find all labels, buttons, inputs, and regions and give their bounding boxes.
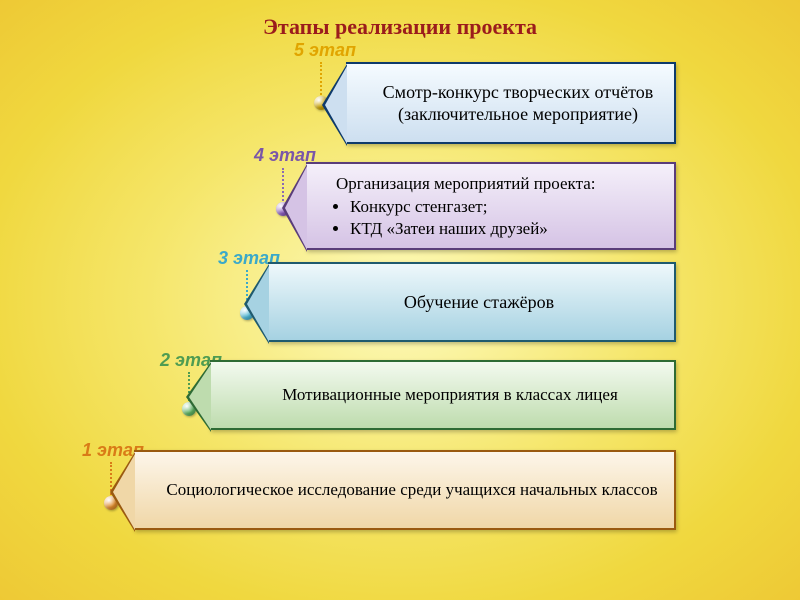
stage-box-text: Социологическое исследование среди учащи… bbox=[164, 479, 660, 500]
stage-box-text: Организация мероприятий проекта: bbox=[336, 173, 660, 194]
page-title: Этапы реализации проекта bbox=[263, 14, 537, 40]
bullet-item: КТД «Затеи наших друзей» bbox=[350, 218, 660, 239]
stage-box-content: Смотр-конкурс творческих отчётов (заключ… bbox=[376, 81, 660, 126]
stage-box-content: Обучение стажёров bbox=[298, 291, 660, 314]
stage-box-content: Организация мероприятий проекта:Конкурс … bbox=[336, 173, 660, 239]
stage-box-4: Организация мероприятий проекта:Конкурс … bbox=[306, 162, 676, 250]
stage-box-5: Смотр-конкурс творческих отчётов (заключ… bbox=[346, 62, 676, 144]
stage-box-3: Обучение стажёров bbox=[268, 262, 676, 342]
stage-box-text: Обучение стажёров bbox=[298, 291, 660, 314]
arrow-head-fill bbox=[247, 266, 269, 342]
stage-box-text: Мотивационные мероприятия в классах лице… bbox=[240, 384, 660, 405]
stage-box-bullets: Конкурс стенгазет;КТД «Затеи наших друзе… bbox=[336, 196, 660, 239]
arrow-head-fill bbox=[189, 364, 211, 430]
arrow-head-fill bbox=[325, 66, 347, 144]
stage-box-content: Мотивационные мероприятия в классах лице… bbox=[240, 384, 660, 405]
arrow-head-fill bbox=[285, 166, 307, 250]
stage-box-text: Смотр-конкурс творческих отчётов (заключ… bbox=[376, 81, 660, 126]
stage-box-content: Социологическое исследование среди учащи… bbox=[164, 479, 660, 500]
stage-label-5: 5 этап bbox=[294, 40, 356, 61]
stage-box-1: Социологическое исследование среди учащи… bbox=[134, 450, 676, 530]
arrow-head-fill bbox=[113, 454, 135, 530]
bullet-item: Конкурс стенгазет; bbox=[350, 196, 660, 217]
stage-box-2: Мотивационные мероприятия в классах лице… bbox=[210, 360, 676, 430]
